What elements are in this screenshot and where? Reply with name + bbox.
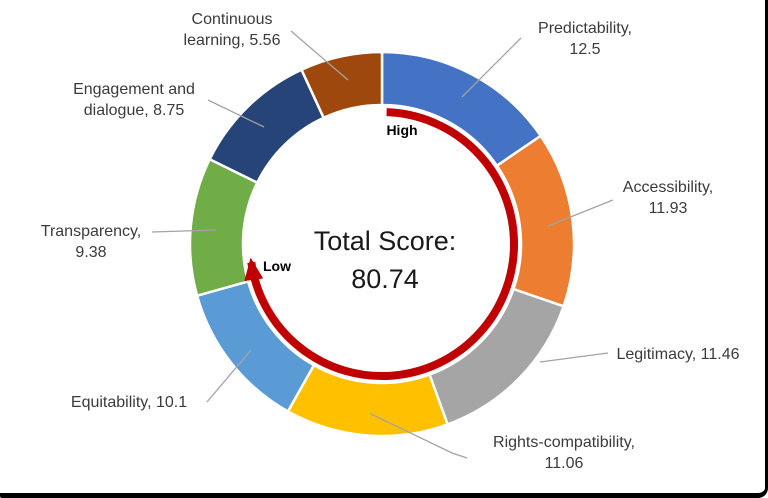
segment-label-line: Predictability, — [538, 20, 632, 37]
gauge-high-label: High — [386, 122, 418, 138]
segment-label-predictability: Predictability, 12.5 — [538, 18, 632, 60]
segment-label-equitability: Equitability, 10.1 — [71, 392, 187, 413]
segment-label-line: 11.93 — [648, 200, 688, 217]
gauge-low-label: Low — [263, 258, 291, 274]
total-score-title: Total Score: — [313, 226, 457, 256]
leader-line-engagement-and-dialogue — [207, 99, 265, 128]
segment-label-line: 11.06 — [544, 455, 584, 472]
leader-line-accessibility — [547, 199, 614, 227]
segment-label-line: Engagement and — [73, 81, 195, 98]
leader-line-predictability — [461, 37, 522, 98]
segment-label-line: Equitability, 10.1 — [70, 394, 188, 411]
segment-label-continuous-learning: Continuous learning, 5.56 — [184, 9, 281, 51]
segment-label-line: Continuous — [191, 11, 273, 28]
gauge-arrow-layer — [244, 108, 518, 381]
segment-label-line: learning, 5.56 — [183, 32, 281, 49]
segment-label-line: Legitimacy, 11.46 — [616, 346, 740, 363]
segment-label-legitimacy: Legitimacy, 11.46 — [616, 344, 739, 365]
segment-label-line: 12.5 — [569, 41, 601, 58]
leader-line-legitimacy — [539, 352, 609, 363]
donut-segment-engagement-and-dialogue — [208, 68, 326, 185]
donut-segment-predictability — [380, 50, 543, 168]
segment-label-engagement-and-dialogue: Engagement and dialogue, 8.75 — [73, 79, 195, 121]
segment-label-line: Rights-compatibility, — [493, 434, 635, 451]
donut-ring — [188, 50, 576, 438]
segment-label-rights-compatibility: Rights-compatibility, 11.06 — [493, 432, 635, 474]
leader-line-transparency — [151, 229, 217, 233]
leader-line-rights-compatibility — [370, 413, 468, 459]
segment-label-line: Accessibility, — [622, 179, 714, 196]
segment-label-line: Transparency, — [40, 223, 142, 240]
segment-label-line: 9.38 — [75, 244, 107, 261]
segment-label-line: dialogue, 8.75 — [83, 102, 185, 119]
gauge-arrow — [244, 108, 518, 381]
leader-line-continuous-learning — [290, 30, 349, 81]
segment-label-transparency: Transparency, 9.38 — [41, 221, 141, 263]
total-score-label: Total Score: 80.74 — [314, 222, 457, 298]
leader-line-equitability — [206, 349, 252, 403]
donut-segment-transparency — [188, 157, 259, 298]
segment-label-accessibility: Accessibility, 11.93 — [623, 177, 713, 219]
total-score-value: 80.74 — [351, 264, 419, 294]
